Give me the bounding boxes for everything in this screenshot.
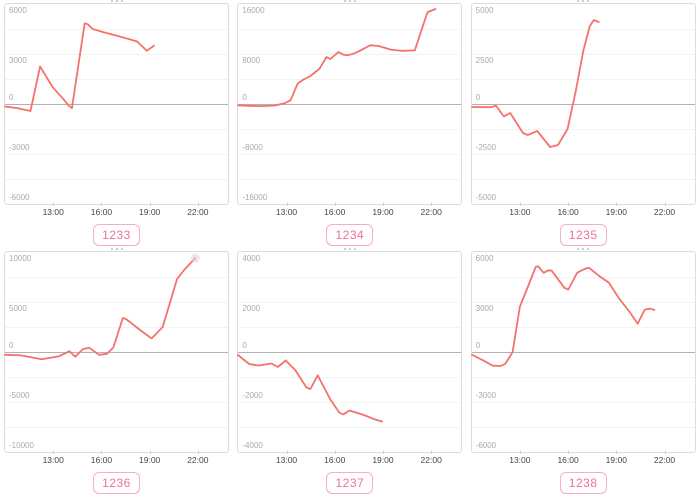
x-axis-tick: [197, 451, 199, 454]
x-axis-tick: [334, 451, 336, 454]
x-axis-tick: [431, 451, 433, 454]
x-axis-tick: [286, 451, 288, 454]
x-axis-labels: 13:00 16:00 19:00 22:00: [467, 207, 700, 219]
x-axis-tick-label: 22:00: [187, 207, 209, 217]
x-axis-tick-label: 16:00: [557, 455, 579, 465]
clipped-title-remnant: [343, 0, 356, 2]
line-series: [4, 253, 200, 361]
x-axis-tick: [382, 451, 384, 454]
x-axis-labels: 13:00 16:00 19:00 22:00: [0, 207, 233, 219]
chart-panel-1238: 6000 3000 0 -3000 -6000 13:00 16:00 19:00 22:00…: [467, 248, 700, 496]
x-axis-tick-label: 16:00: [90, 455, 113, 465]
x-axis-labels: 13:00 16:00 19:00 22:00: [233, 207, 466, 219]
chart-id-badge[interactable]: 1233: [93, 224, 140, 246]
x-axis-tick: [664, 451, 666, 454]
chart-plot-area[interactable]: 6000 3000 0 -3000 -6000: [470, 251, 696, 453]
chart-id-badge[interactable]: 1236: [93, 472, 140, 494]
line-series: [237, 8, 437, 107]
x-axis-tick: [149, 451, 151, 454]
x-axis-tick-label: 19:00: [139, 455, 161, 465]
chart-panel-1235: 5000 2500 0 -2500 -5000 13:00 16:00 19:00 22:00…: [467, 0, 700, 248]
line-series: [4, 22, 155, 112]
chart-panel-1237: 4000 2000 0 -2000 -4000 13:00 16:00 19:00 22:00…: [233, 248, 466, 496]
x-axis-tick: [568, 451, 570, 454]
clipped-title-remnant: [577, 248, 589, 250]
x-axis-tick: [149, 203, 151, 206]
x-axis-tick: [53, 451, 55, 454]
x-axis-tick: [664, 203, 666, 206]
x-axis-tick-label: 16:00: [324, 455, 346, 465]
chart-plot-area[interactable]: 16000 8000 0 -8000 -16000: [237, 3, 463, 205]
x-axis-labels: 13:00 16:00 19:00 22:00: [233, 455, 466, 467]
x-axis-tick-label: 22:00: [420, 207, 442, 217]
chart-panel-1236: 10000 5000 0 -5000 -10000 13:00 16:00 19:00 22:…: [0, 248, 233, 496]
clipped-title-remnant: [577, 0, 589, 2]
x-axis-tick-label: 13:00: [275, 455, 298, 465]
chart-id-badge[interactable]: 1238: [559, 472, 607, 494]
x-axis-tick-label: 13:00: [42, 455, 64, 465]
x-axis-tick-label: 13:00: [275, 207, 298, 217]
x-axis-tick-label: 13:00: [509, 455, 531, 465]
x-axis-labels: 13:00 16:00 19:00 22:00: [0, 455, 233, 467]
x-axis-tick-label: 22:00: [653, 207, 676, 217]
chart-plot-area[interactable]: 10000 5000 0 -5000 -10000: [4, 251, 229, 453]
x-axis-tick-label: 19:00: [372, 455, 394, 465]
end-point-marker: [190, 253, 200, 263]
clipped-title-remnant: [110, 248, 123, 250]
x-axis-tick: [431, 203, 433, 206]
x-axis-tick: [519, 203, 521, 206]
x-axis-tick-label: 16:00: [557, 207, 579, 217]
chart-id-badge[interactable]: 1234: [326, 224, 374, 246]
clipped-title-remnant: [343, 248, 356, 250]
x-axis-tick-label: 16:00: [90, 207, 113, 217]
x-axis-tick-label: 13:00: [509, 207, 531, 217]
x-axis-tick: [53, 203, 55, 206]
x-axis-tick-label: 22:00: [653, 455, 676, 465]
x-axis-tick: [101, 203, 103, 206]
chart-id-badge[interactable]: 1237: [326, 472, 374, 494]
x-axis-tick-label: 19:00: [139, 207, 161, 217]
line-series: [237, 354, 384, 423]
x-axis-tick-label: 16:00: [324, 207, 346, 217]
x-axis-tick: [382, 203, 384, 206]
chart-panel-1233: 6000 3000 0 -3000 -6000 13:00 16:00 19:00 22:00…: [0, 0, 233, 248]
x-axis-tick: [616, 203, 618, 206]
chart-plot-area[interactable]: 4000 2000 0 -2000 -4000: [237, 251, 463, 453]
chart-id-badge[interactable]: 1235: [559, 224, 607, 246]
x-axis-tick: [286, 203, 288, 206]
line-series: [470, 265, 655, 367]
x-axis-tick-label: 19:00: [605, 207, 627, 217]
chart-plot-area[interactable]: 5000 2500 0 -2500 -5000: [470, 3, 696, 205]
x-axis-tick: [519, 451, 521, 454]
x-axis-tick: [197, 203, 199, 206]
x-axis-tick: [616, 451, 618, 454]
x-axis-labels: 13:00 16:00 19:00 22:00: [467, 455, 700, 467]
chart-panel-1234: 16000 8000 0 -8000 -16000 13:00 16:00 19:00 22:…: [233, 0, 466, 248]
x-axis-tick-label: 19:00: [372, 207, 394, 217]
x-axis-tick: [101, 451, 103, 454]
clipped-title-remnant: [110, 0, 123, 2]
x-axis-tick-label: 22:00: [187, 455, 209, 465]
x-axis-tick: [334, 203, 336, 206]
line-series: [470, 19, 600, 148]
x-axis-tick-label: 22:00: [420, 455, 442, 465]
x-axis-tick-label: 19:00: [605, 455, 627, 465]
x-axis-tick: [568, 203, 570, 206]
x-axis-tick-label: 13:00: [42, 207, 64, 217]
chart-plot-area[interactable]: 6000 3000 0 -3000 -6000: [4, 3, 229, 205]
